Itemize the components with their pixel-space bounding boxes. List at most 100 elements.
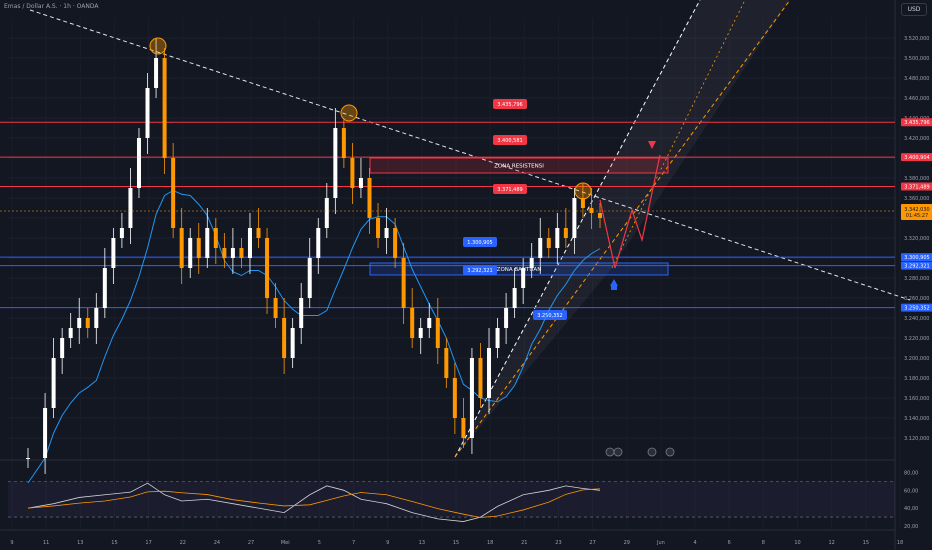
candle-body bbox=[341, 128, 346, 158]
y-tick-label: 3.380,000 bbox=[904, 176, 929, 182]
y-tick-label: 3.140,000 bbox=[904, 416, 929, 422]
rsi-line bbox=[27, 482, 601, 522]
candle-body bbox=[393, 228, 398, 258]
zone-label: ZONA RESISTENSI bbox=[494, 164, 544, 170]
candle-body bbox=[205, 228, 210, 258]
candle-body bbox=[478, 358, 483, 398]
candle-body bbox=[102, 268, 107, 308]
candle-body bbox=[299, 298, 304, 328]
y-tick-label: 3.120,000 bbox=[904, 436, 929, 442]
axis-level-tag bbox=[901, 153, 932, 162]
candle-body bbox=[350, 158, 355, 188]
candle-body bbox=[546, 238, 551, 248]
candle-body bbox=[128, 188, 133, 228]
candle-body bbox=[171, 158, 176, 228]
y-tick-label: 3.500,000 bbox=[904, 56, 929, 62]
rsi-tick-label: 80,00 bbox=[904, 470, 918, 476]
candle-body bbox=[435, 318, 440, 348]
moving-average-line bbox=[27, 189, 601, 484]
y-tick-label: 3.420,000 bbox=[904, 136, 929, 142]
candle-body bbox=[196, 238, 201, 258]
y-tick-label: 3.220,000 bbox=[904, 336, 929, 342]
candle-body bbox=[119, 228, 124, 238]
axis-level-tag bbox=[901, 261, 932, 270]
candle-body bbox=[333, 128, 338, 198]
candle-body bbox=[273, 298, 278, 318]
candle-body bbox=[504, 308, 509, 328]
candle-body bbox=[384, 228, 389, 238]
chart-price-tag bbox=[463, 265, 497, 275]
price-zone bbox=[369, 157, 669, 174]
x-tick-label: 18 bbox=[897, 540, 903, 546]
candle-body bbox=[154, 58, 159, 88]
y-tick-label: 3.240,000 bbox=[904, 316, 929, 322]
projection-path bbox=[599, 154, 661, 269]
descending-trendline bbox=[29, 9, 911, 301]
x-tick-label: 21 bbox=[521, 540, 527, 546]
x-tick-label: 12 bbox=[829, 540, 835, 546]
sell-arrow-icon bbox=[648, 141, 656, 149]
rsi-tick-label: 20,00 bbox=[904, 524, 918, 530]
y-tick-label: 3.160,000 bbox=[904, 396, 929, 402]
candle-body bbox=[461, 418, 466, 438]
x-tick-label: 5 bbox=[318, 540, 321, 546]
candle-body bbox=[401, 258, 406, 308]
axis-level-label: 3.300,905 bbox=[904, 255, 929, 261]
chart-price-tag-label: 3.371,489 bbox=[497, 187, 522, 193]
candle-body bbox=[563, 228, 568, 238]
x-tick-label: 8 bbox=[762, 540, 765, 546]
buy-arrow-icon bbox=[610, 279, 618, 286]
candle-body bbox=[452, 378, 457, 418]
candle-body bbox=[265, 238, 270, 298]
x-tick-label: 15 bbox=[111, 540, 117, 546]
candle-body bbox=[410, 308, 415, 338]
candle-body bbox=[469, 358, 474, 438]
chart-price-tag-label: 3.400,581 bbox=[497, 138, 522, 144]
candle-body bbox=[307, 258, 312, 298]
candle-body bbox=[68, 328, 73, 338]
axis-level-label: 3.435,796 bbox=[904, 120, 929, 126]
candle-body bbox=[598, 213, 602, 218]
x-tick-label: 7 bbox=[352, 540, 355, 546]
swing-high-marker bbox=[574, 182, 592, 200]
candle-body bbox=[136, 138, 141, 188]
x-tick-label: 13 bbox=[77, 540, 83, 546]
candle-body bbox=[316, 228, 321, 258]
candle-body bbox=[77, 318, 82, 328]
y-tick-label: 3.260,000 bbox=[904, 296, 929, 302]
y-tick-label: 3.520,000 bbox=[904, 36, 929, 42]
y-tick-label: 3.480,000 bbox=[904, 76, 929, 82]
economic-event-icon bbox=[613, 447, 623, 457]
candle-body bbox=[495, 328, 500, 348]
candle-body bbox=[521, 268, 526, 288]
candle-body bbox=[367, 178, 372, 218]
x-tick-label: Jun bbox=[656, 540, 665, 546]
rsi-band bbox=[8, 481, 895, 518]
candle-body bbox=[572, 198, 577, 238]
symbol-title: Emas / Dollar A.S. · 1h · OANDA bbox=[4, 3, 99, 10]
candle-body bbox=[213, 228, 218, 248]
candle-body bbox=[26, 458, 30, 459]
x-tick-label: 13 bbox=[419, 540, 425, 546]
chart-price-tag bbox=[533, 310, 567, 320]
candle-body bbox=[589, 208, 594, 213]
economic-event-icon bbox=[605, 447, 615, 457]
currency-button[interactable]: USD bbox=[901, 3, 927, 16]
x-tick-label: 24 bbox=[214, 540, 220, 546]
candle-body bbox=[230, 248, 235, 258]
chart-price-tag bbox=[493, 99, 527, 109]
candle-body bbox=[60, 338, 65, 358]
axis-level-tag bbox=[901, 182, 932, 191]
candle-body bbox=[239, 248, 244, 258]
axis-level-label: 3.250,352 bbox=[904, 306, 929, 312]
candle-body bbox=[162, 58, 167, 158]
y-tick-label: 3.200,000 bbox=[904, 356, 929, 362]
candle-body bbox=[51, 358, 56, 408]
x-tick-label: 17 bbox=[145, 540, 151, 546]
candle-body bbox=[555, 228, 560, 248]
y-tick-label: 3.460,000 bbox=[904, 96, 929, 102]
x-tick-label: 11 bbox=[43, 540, 49, 546]
candle-body bbox=[111, 238, 116, 268]
